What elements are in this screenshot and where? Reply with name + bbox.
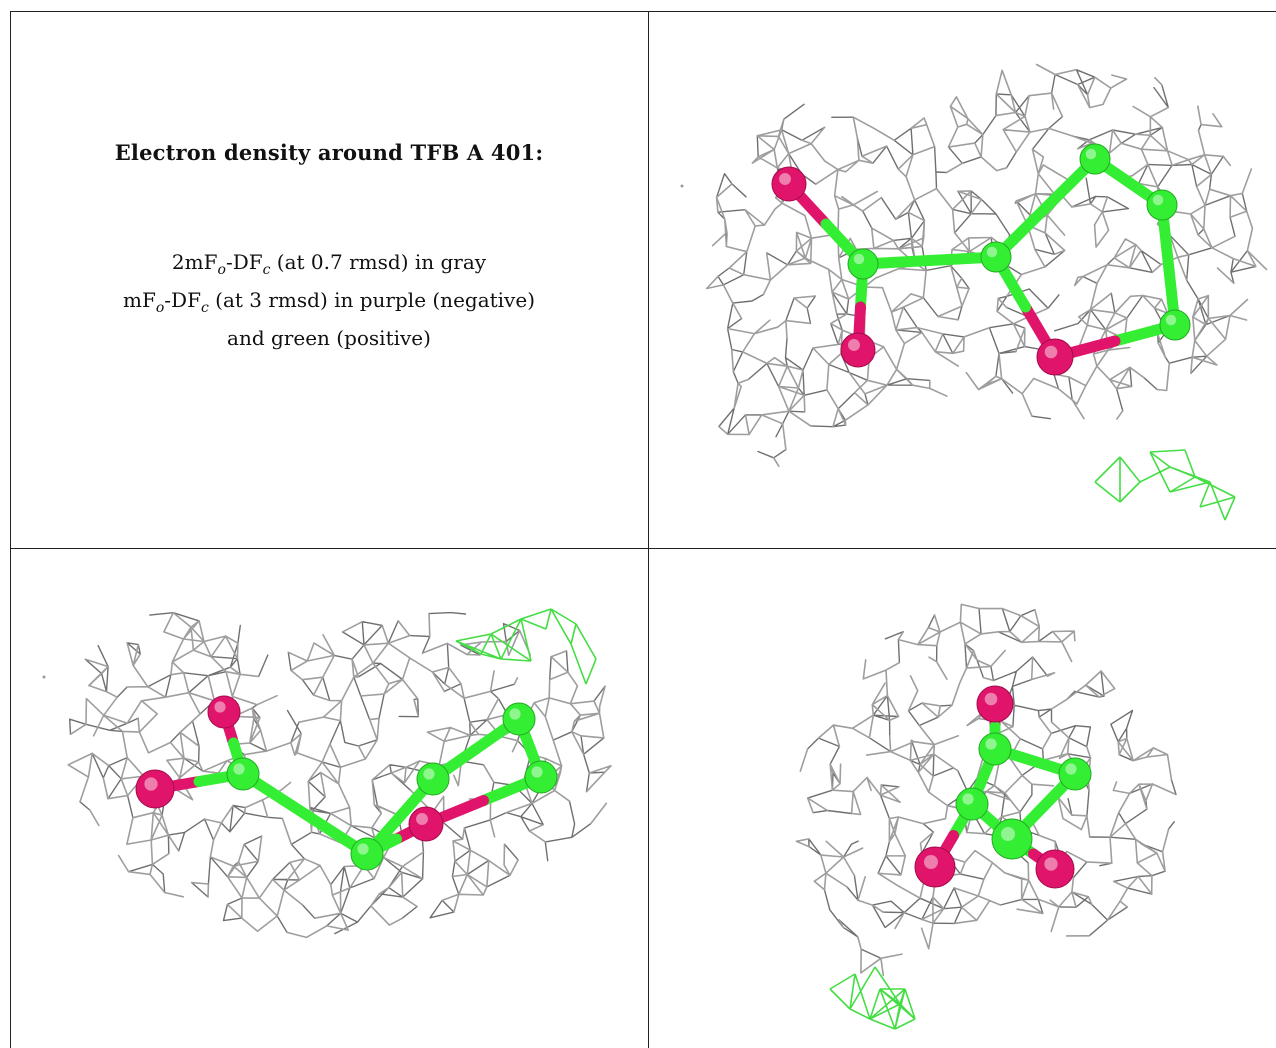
- atom-highlight: [984, 692, 998, 706]
- mesh-strands-back: [715, 69, 1257, 459]
- atom-highlight: [1085, 148, 1097, 160]
- density-view-bottom-left: [11, 549, 648, 1048]
- atom-highlight: [962, 793, 974, 805]
- carbon-atom: [1159, 309, 1191, 341]
- atom-highlight: [144, 777, 158, 791]
- carbon-atom: [524, 760, 558, 794]
- density-view-bottom-left-svg: [42, 608, 612, 939]
- caption-cell: Electron density around TFB A 401: 2mFo-…: [10, 12, 648, 548]
- carbon-atom: [502, 702, 536, 736]
- atom-highlight: [1044, 345, 1058, 359]
- legend-line-gray: 2mFo-DFc (at 0.7 rmsd) in gray: [171, 250, 487, 278]
- oxygen-atom: [207, 695, 241, 729]
- caption-legend: 2mFo-DFc (at 0.7 rmsd) in gray mFo-DFc (…: [10, 247, 648, 353]
- oxygen-atom: [135, 769, 175, 809]
- atom-highlight: [1165, 314, 1177, 326]
- mesh-strands: [795, 603, 1177, 977]
- oxygen-atom: [1035, 849, 1075, 889]
- atom-highlight: [1044, 857, 1058, 871]
- legend-line-green: and green (positive): [227, 326, 431, 350]
- green-mesh: [455, 608, 597, 685]
- mesh-strands-back: [69, 611, 606, 935]
- atom-highlight: [357, 843, 369, 855]
- density-view-top-right-svg: [680, 63, 1268, 521]
- carbon-atom: [226, 757, 260, 791]
- ligand-model: [914, 685, 1092, 889]
- carbon-atom: [1058, 757, 1092, 791]
- stray-density: [680, 184, 684, 188]
- carbon-atom: [1079, 143, 1111, 175]
- oxygen-atom: [1036, 338, 1074, 376]
- carbon-atom: [847, 248, 879, 280]
- stray-density: [42, 675, 46, 679]
- density-view-bottom-right-svg: [795, 603, 1177, 1030]
- atom-highlight: [1152, 194, 1164, 206]
- mesh-strands-back: [806, 607, 1177, 959]
- atom-highlight: [214, 701, 226, 713]
- density-view-bottom-right: [650, 549, 1276, 1048]
- atom-highlight: [848, 339, 860, 351]
- carbon-atom: [991, 818, 1033, 860]
- mesh-strands: [705, 63, 1268, 467]
- density-view-top-right: [650, 12, 1276, 547]
- border-center: [648, 11, 649, 1048]
- oxygen-atom: [914, 846, 956, 888]
- atom-highlight: [924, 855, 938, 869]
- caption-title: Electron density around TFB A 401:: [114, 140, 544, 165]
- atom-highlight: [416, 813, 428, 825]
- ligand-model: [771, 143, 1191, 376]
- gray-mesh: [67, 611, 612, 939]
- oxygen-atom: [771, 166, 807, 202]
- ligand-model: [135, 695, 558, 871]
- legend-line-purple: mFo-DFc (at 3 rmsd) in purple (negative): [123, 288, 535, 316]
- atom-highlight: [853, 253, 865, 265]
- carbon-atom: [416, 762, 450, 796]
- atom-highlight: [509, 708, 521, 720]
- border-top: [10, 11, 1276, 12]
- oxygen-atom: [976, 685, 1014, 723]
- green-mesh-strands: [455, 608, 597, 685]
- border-left: [10, 11, 11, 1048]
- atom-highlight: [986, 246, 998, 258]
- carbon-atom: [978, 732, 1012, 766]
- oxygen-atom: [408, 806, 444, 842]
- atom-highlight: [779, 173, 791, 185]
- atom-highlight: [423, 768, 435, 780]
- gray-mesh: [705, 63, 1268, 467]
- carbon-atom: [955, 787, 989, 821]
- carbon-atom: [980, 241, 1012, 273]
- atom-highlight: [1065, 763, 1077, 775]
- green-mesh: [829, 966, 916, 1030]
- carbon-atom: [1146, 189, 1178, 221]
- atom-highlight: [233, 763, 245, 775]
- green-mesh-strands: [1094, 449, 1236, 521]
- green-mesh: [1094, 449, 1236, 521]
- carbon-atom: [350, 837, 384, 871]
- oxygen-atom: [840, 332, 876, 368]
- atom-highlight: [1001, 827, 1015, 841]
- gray-mesh: [795, 603, 1177, 977]
- atom-highlight: [985, 738, 997, 750]
- border-middle: [10, 548, 1276, 549]
- atom-highlight: [531, 766, 543, 778]
- green-mesh-strands: [829, 966, 916, 1030]
